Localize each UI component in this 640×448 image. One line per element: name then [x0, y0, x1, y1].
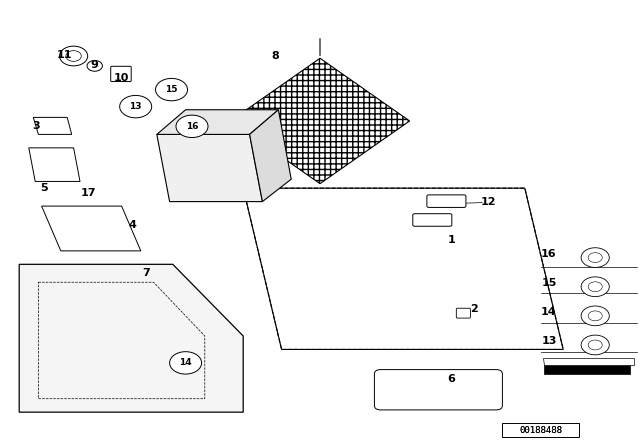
Text: 13: 13 — [129, 102, 142, 111]
Text: 15: 15 — [541, 278, 557, 288]
Text: 4: 4 — [129, 220, 136, 230]
Polygon shape — [157, 110, 278, 134]
Polygon shape — [157, 134, 262, 202]
Circle shape — [176, 115, 208, 138]
Text: 12: 12 — [481, 198, 496, 207]
Text: 3: 3 — [33, 121, 40, 131]
Circle shape — [120, 95, 152, 118]
Text: 16: 16 — [186, 122, 198, 131]
Circle shape — [87, 60, 102, 71]
Polygon shape — [33, 117, 72, 134]
FancyBboxPatch shape — [374, 370, 502, 410]
FancyBboxPatch shape — [502, 423, 579, 437]
Polygon shape — [19, 264, 243, 412]
FancyBboxPatch shape — [413, 214, 452, 226]
Text: 1: 1 — [447, 235, 455, 245]
Text: 14: 14 — [179, 358, 192, 367]
Text: 7: 7 — [142, 268, 150, 278]
FancyBboxPatch shape — [427, 195, 466, 207]
Circle shape — [581, 248, 609, 267]
Circle shape — [581, 306, 609, 326]
Polygon shape — [544, 365, 630, 374]
FancyBboxPatch shape — [111, 66, 131, 82]
Polygon shape — [243, 188, 563, 349]
Text: 00188488: 00188488 — [519, 426, 563, 435]
Text: 8: 8 — [271, 51, 279, 61]
Polygon shape — [29, 148, 80, 181]
Polygon shape — [543, 358, 634, 365]
Polygon shape — [42, 206, 141, 251]
Text: 17: 17 — [81, 188, 96, 198]
Circle shape — [581, 277, 609, 297]
Polygon shape — [230, 58, 410, 184]
Circle shape — [581, 335, 609, 355]
Text: 9: 9 — [91, 60, 99, 70]
Text: 11: 11 — [56, 50, 72, 60]
Text: 00188488: 00188488 — [519, 426, 563, 435]
FancyBboxPatch shape — [456, 308, 470, 318]
Text: 13: 13 — [541, 336, 557, 346]
Text: 10: 10 — [114, 73, 129, 83]
Circle shape — [156, 78, 188, 101]
Circle shape — [60, 46, 88, 66]
Text: 6: 6 — [447, 374, 455, 383]
Text: 2: 2 — [470, 304, 477, 314]
Text: 15: 15 — [165, 85, 178, 94]
Text: 5: 5 — [40, 183, 47, 193]
Text: 16: 16 — [541, 250, 557, 259]
Text: 14: 14 — [541, 307, 557, 317]
Polygon shape — [250, 110, 291, 202]
Circle shape — [170, 352, 202, 374]
